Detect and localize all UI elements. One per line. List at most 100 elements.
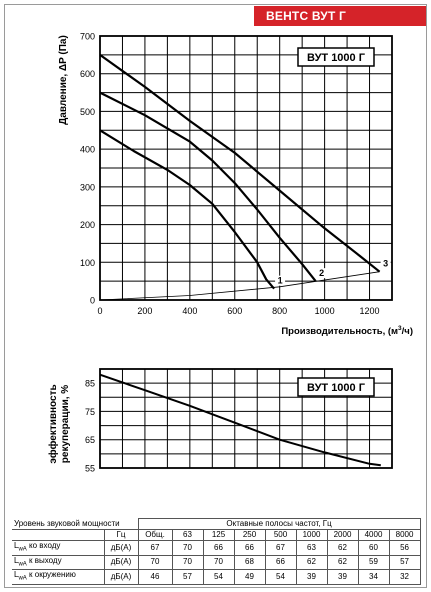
table-cell-value: 70 (202, 554, 235, 571)
table-band-header: 8000 (388, 529, 421, 541)
pressure-x-tick-label: 200 (137, 306, 152, 316)
pressure-plot-border (99, 35, 393, 301)
table-cell-value: 63 (295, 540, 328, 556)
efficiency-model-label-box (297, 377, 375, 397)
table-band-header: 250 (233, 529, 266, 541)
row-label-text: к выходу (26, 555, 62, 565)
efficiency-y-tick-label: 75 (85, 407, 95, 417)
curve-label-2: 2 (319, 268, 324, 278)
table-cell-value: 70 (171, 554, 204, 571)
table-cell-value: 66 (202, 540, 235, 556)
x-axis-label-sup: 3 (398, 325, 402, 332)
table-header-row: Уровень звуковой мощности Октавные полосы… (12, 518, 421, 530)
efficiency-series (99, 373, 381, 467)
table-cell-value: 68 (233, 554, 266, 571)
table-row-unit: дБ(А) (103, 569, 139, 585)
curve-label-bg (380, 258, 391, 269)
efficiency-model-label: ВУТ 1000 Г (307, 382, 366, 394)
row-label-prefix: L (14, 541, 19, 550)
table-cell-value: 39 (326, 569, 359, 585)
table-cell-value: 62 (295, 554, 328, 571)
efficiency-chart: 55 65 75 85 ВУТ 1000 Г эффективность рекупе… (47, 368, 393, 474)
sound-table-body: Уровень звуковой мощности Октавные полосы… (12, 518, 421, 585)
efficiency-y-tick-label: 85 (85, 379, 95, 389)
curve-label-bg (316, 268, 327, 279)
table-cell-value: 32 (388, 569, 421, 585)
efficiency-curve-line (99, 373, 381, 467)
table-cell-value: 54 (202, 569, 235, 585)
table-cell-value: 59 (357, 554, 390, 571)
sound-power-table: Уровень звуковой мощности Октавные полосы… (12, 518, 421, 585)
pressure-y-tick-label: 400 (80, 145, 95, 155)
table-cell-value: 62 (326, 540, 359, 556)
pressure-x-tick-label: 400 (182, 306, 197, 316)
pressure-y-tick-label: 100 (80, 258, 95, 268)
table-row-total: 67 (137, 540, 173, 556)
pressure-tick-labels: 0 100 200 300 400 500 600 700 0 200 400 600 800 1000 1… (80, 32, 380, 317)
row-label-text: к окружению (26, 570, 76, 580)
table-row-total: 70 (137, 554, 173, 571)
efficiency-y-axis-label-line2: рекуперации, % (60, 385, 71, 464)
table-cell-value: 66 (233, 540, 266, 556)
pressure-grid (99, 35, 393, 301)
system-curve-line (99, 271, 380, 301)
efficiency-plot-border (99, 368, 393, 469)
table-band-header: 63 (171, 529, 204, 541)
pressure-x-tick-label: 800 (272, 306, 287, 316)
pressure-y-axis-label: Давление, ΔP (Па) (58, 35, 69, 125)
table-band-header: 2000 (326, 529, 359, 541)
table-bands-title: Октавные полосы частот, Гц (137, 518, 421, 530)
table-cell-value: 39 (295, 569, 328, 585)
table-corner-cell (12, 529, 105, 541)
pressure-model-label-box (297, 47, 375, 67)
x-axis-label-end: /ч) (402, 326, 413, 337)
pressure-x-tick-label: 0 (97, 306, 102, 316)
pressure-x-tick-label: 1000 (315, 306, 335, 316)
table-row: LwA ко входу дБ(А) 67 70 66 66 67 63 62 60 56 (12, 540, 421, 556)
table-band-header: 500 (264, 529, 297, 541)
table-title: Уровень звуковой мощности (12, 518, 139, 530)
table-cell-value: 60 (357, 540, 390, 556)
table-cell-value: 62 (326, 554, 359, 571)
table-band-header: 4000 (357, 529, 390, 541)
table-header-row: Гц Общ. 63 125 250 500 1000 2000 4000 8000 (12, 529, 421, 541)
pressure-y-tick-label: 0 (90, 296, 95, 306)
table-band-header: 125 (202, 529, 235, 541)
row-label-subscript: wA (18, 561, 27, 568)
table-cell-value: 67 (264, 540, 297, 556)
efficiency-tick-labels: 55 65 75 85 (85, 379, 95, 474)
curve-label-bg (275, 275, 286, 286)
table-row-label: LwA к окружению (12, 569, 105, 585)
pressure-y-tick-label: 600 (80, 69, 95, 79)
table-band-header: 1000 (295, 529, 328, 541)
fan-curve-2-line (99, 91, 317, 282)
row-label-text: ко входу (26, 541, 61, 550)
pressure-series: 1 2 3 (99, 54, 391, 301)
row-label-prefix: L (14, 555, 19, 565)
table-cell-value: 57 (388, 554, 421, 571)
pressure-chart: 0 100 200 300 400 500 600 700 0 200 400 600 800 1000 1… (58, 32, 413, 338)
table-row-total: 46 (137, 569, 173, 585)
pressure-model-label: ВУТ 1000 Г (307, 52, 366, 64)
table-row-unit: дБ(А) (103, 540, 139, 556)
fan-curve-3-line (99, 54, 381, 273)
pressure-x-tick-label: 600 (227, 306, 242, 316)
table-cell-value: 49 (233, 569, 266, 585)
curve-label-3: 3 (383, 259, 388, 269)
table-cell-value: 34 (357, 569, 390, 585)
row-label-prefix: L (14, 570, 19, 580)
efficiency-y-tick-label: 55 (85, 464, 95, 474)
x-axis-label-main: Производительность, (м (281, 326, 398, 337)
table-row-label: LwA ко входу (12, 540, 105, 556)
table-cell-value: 56 (388, 540, 421, 556)
curve-label-1: 1 (278, 276, 283, 286)
header-banner: ВЕНТС ВУТ Г (254, 6, 426, 26)
table-total-header: Общ. (137, 529, 173, 541)
page-frame (4, 4, 427, 588)
pressure-x-tick-label: 1200 (360, 306, 380, 316)
table-row: LwA к выходу дБ(А) 70 70 70 68 66 62 62 59 57 (12, 554, 421, 571)
table-cell-value: 66 (264, 554, 297, 571)
table-row: LwA к окружению дБ(А) 46 57 54 49 54 39 39 34 32 (12, 569, 421, 585)
efficiency-y-tick-label: 65 (85, 435, 95, 445)
row-label-subscript: wA (18, 546, 27, 553)
